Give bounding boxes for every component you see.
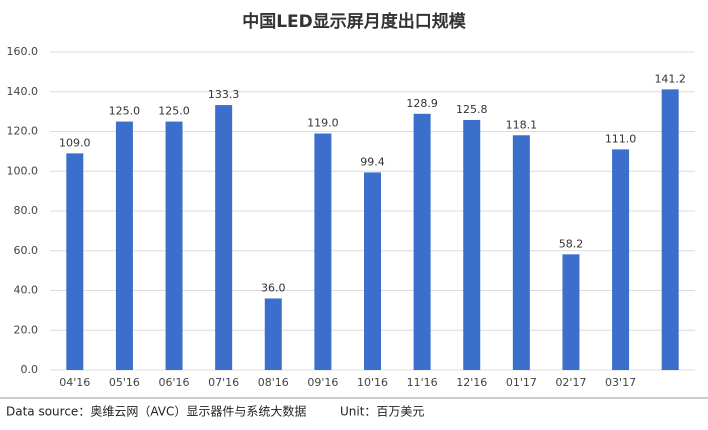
x-tick-label: 04'16	[59, 376, 90, 389]
y-tick-label: 80.0	[14, 204, 39, 217]
value-label: 133.3	[208, 88, 240, 101]
bar	[661, 89, 679, 371]
x-tick-label: 08'16	[258, 376, 289, 389]
x-tick-label: 05'16	[109, 376, 140, 389]
x-tick-label: 03'17	[605, 376, 636, 389]
value-label: 125.8	[456, 103, 488, 116]
value-label: 58.2	[559, 237, 584, 250]
bar	[612, 149, 630, 370]
x-tick-label: 02'17	[555, 376, 586, 389]
bar	[264, 298, 282, 370]
bar	[165, 121, 183, 370]
value-label: 99.4	[360, 155, 385, 168]
y-tick-label: 100.0	[7, 164, 39, 177]
chart-title: 中国LED显示屏月度出口规模	[242, 11, 467, 32]
y-tick-label: 0.0	[21, 363, 39, 376]
value-label: 111.0	[605, 132, 637, 145]
bar	[115, 121, 133, 370]
value-label: 119.0	[307, 116, 339, 129]
bar	[364, 172, 381, 370]
x-tick-label: 09'16	[307, 376, 338, 389]
value-label: 125.0	[109, 105, 141, 118]
y-tick-label: 40.0	[14, 284, 39, 297]
value-label: 141.2	[654, 72, 686, 85]
value-label: 125.0	[158, 105, 190, 118]
value-label: 118.1	[506, 118, 538, 131]
x-tick-label: 11'16	[407, 376, 438, 389]
y-tick-label: 120.0	[7, 125, 39, 138]
value-label: 36.0	[261, 281, 286, 294]
x-tick-label: 12'16	[456, 376, 487, 389]
x-tick-label: 10'16	[357, 376, 388, 389]
bar	[413, 113, 431, 370]
bar	[463, 119, 481, 370]
unit: Unit：百万美元	[340, 405, 424, 419]
bar	[314, 133, 332, 370]
y-tick-label: 20.0	[14, 323, 39, 336]
x-tick-label: 06'16	[159, 376, 190, 389]
bar	[66, 153, 84, 370]
value-label: 109.0	[59, 136, 91, 149]
source: Data source：奥维云网（AVC）显示器件与系统大数据	[6, 404, 306, 419]
bar	[215, 105, 233, 370]
value-label: 128.9	[406, 97, 438, 110]
x-tick-label: 07'16	[208, 376, 239, 389]
y-tick-label: 60.0	[14, 244, 39, 257]
bar	[512, 135, 530, 370]
x-tick-label: 01'17	[506, 376, 537, 389]
y-tick-label: 160.0	[7, 45, 39, 58]
y-tick-label: 140.0	[7, 85, 39, 98]
bar	[562, 254, 580, 370]
